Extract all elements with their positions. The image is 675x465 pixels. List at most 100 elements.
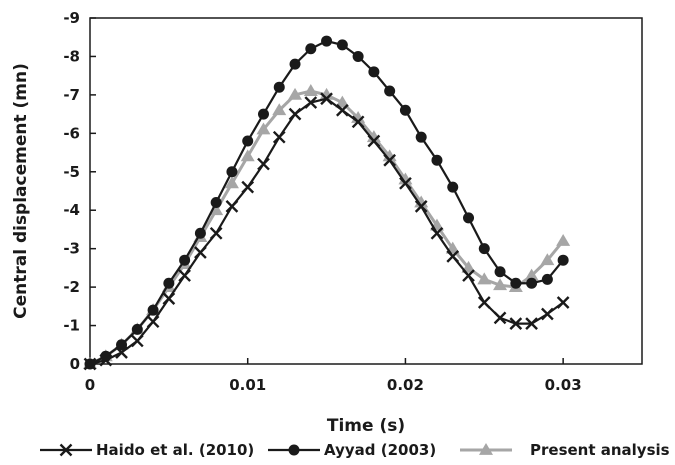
x-marker-stroke <box>556 296 570 309</box>
circle-marker <box>84 358 96 370</box>
plot-series <box>83 35 571 371</box>
series-line <box>89 97 564 366</box>
x-marker-stroke <box>257 157 270 171</box>
circle-marker <box>226 166 238 178</box>
x-axis: 0 0.01 0.02 0.03 <box>85 358 582 394</box>
x-marker <box>525 317 538 330</box>
x-marker-stroke <box>241 180 255 194</box>
x-marker-stroke <box>541 307 554 321</box>
x-marker <box>209 226 223 240</box>
legend-item: Ayyad (2003) <box>268 441 436 459</box>
x-marker <box>509 317 523 330</box>
x-marker <box>493 311 507 325</box>
circle-marker <box>242 135 254 147</box>
x-marker-stroke <box>525 317 538 330</box>
x-marker <box>59 443 73 457</box>
x-marker-stroke <box>509 317 523 330</box>
circle-marker <box>131 323 143 335</box>
x-marker-stroke <box>59 443 73 457</box>
x-marker-stroke <box>430 226 444 240</box>
y-tick-label: -3 <box>63 240 80 258</box>
circle-marker <box>431 154 443 166</box>
circle-marker <box>478 243 490 255</box>
x-marker-stroke <box>446 250 460 263</box>
circle-marker <box>494 266 506 278</box>
triangle-marker <box>256 122 271 135</box>
legend-label: Present analysis <box>530 441 670 459</box>
x-marker <box>556 296 570 309</box>
circle-marker <box>163 277 175 289</box>
x-marker-stroke <box>288 107 302 121</box>
triangle-marker <box>556 233 571 246</box>
x-marker <box>225 200 239 213</box>
circle-marker <box>147 304 159 316</box>
circle-marker <box>100 350 112 362</box>
x-marker <box>541 307 554 321</box>
series-haido-et-al-2010 <box>83 92 570 371</box>
x-marker <box>367 134 381 148</box>
triangle-marker <box>335 95 350 108</box>
circle-marker <box>352 50 364 62</box>
x-tick-label: 0.03 <box>545 376 582 394</box>
circle-marker <box>210 197 222 209</box>
circle-marker <box>541 273 553 285</box>
triangle-marker <box>240 149 255 162</box>
triangle-marker <box>524 268 539 281</box>
x-marker-stroke <box>320 92 333 106</box>
circle-marker <box>305 43 317 55</box>
x-tick-label: 0.02 <box>387 376 424 394</box>
y-tick-label: -5 <box>63 163 80 181</box>
x-marker-stroke <box>383 153 397 167</box>
circle-marker <box>321 35 333 47</box>
x-marker <box>320 92 333 106</box>
y-tick-label: -4 <box>63 201 80 219</box>
plot-area-frame <box>89 17 643 365</box>
triangle-marker <box>540 253 555 266</box>
x-marker-stroke <box>414 200 428 213</box>
x-marker <box>130 334 144 348</box>
x-marker-stroke <box>130 334 144 348</box>
y-tick-label: -6 <box>63 124 80 142</box>
circle-marker <box>510 277 522 289</box>
x-marker-stroke <box>194 246 207 259</box>
x-marker <box>162 292 176 305</box>
triangle-marker <box>272 103 287 116</box>
x-marker <box>351 115 365 129</box>
circle-marker <box>336 39 348 51</box>
x-marker <box>383 153 397 167</box>
legend: Haido et al. (2010) Ayyad (2003) Present a… <box>40 441 670 459</box>
triangle-marker <box>224 176 239 189</box>
triangle-marker <box>303 84 318 96</box>
x-marker <box>430 226 444 240</box>
legend-label: Ayyad (2003) <box>324 441 436 459</box>
circle-marker <box>289 58 301 70</box>
circle-marker <box>399 104 411 116</box>
x-marker <box>446 250 460 263</box>
triangle-marker <box>493 278 508 291</box>
y-tick-label: 0 <box>70 355 80 373</box>
series-ayyad-2003 <box>84 35 569 370</box>
triangle-marker <box>288 87 303 100</box>
circle-marker <box>463 212 475 224</box>
x-marker <box>272 130 286 144</box>
x-marker-stroke <box>225 200 239 213</box>
x-marker-stroke <box>146 315 160 329</box>
x-marker <box>241 180 255 194</box>
x-marker-stroke <box>209 226 223 240</box>
triangle-marker <box>477 272 492 285</box>
circle-marker <box>557 254 569 266</box>
x-marker-stroke <box>462 269 475 282</box>
x-marker-stroke <box>272 130 286 144</box>
x-tick-label: 0 <box>85 376 95 394</box>
legend-item: Present analysis <box>460 441 670 459</box>
x-marker-stroke <box>493 311 507 325</box>
triangle-marker <box>209 203 224 216</box>
circle-marker <box>257 108 269 120</box>
circle-marker <box>415 131 427 143</box>
x-marker-stroke <box>351 115 365 129</box>
x-marker <box>178 269 191 282</box>
y-tick-label: -7 <box>63 86 80 104</box>
y-tick-label: -1 <box>63 317 80 335</box>
x-marker <box>477 296 491 309</box>
